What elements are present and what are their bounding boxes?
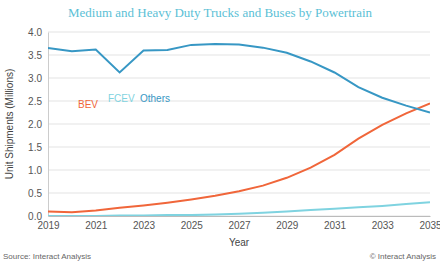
y-tick-label: 2.5 (28, 96, 42, 107)
x-tick: 2029 (276, 216, 299, 231)
source-note: Source: Interact Analysis (3, 252, 91, 261)
x-tick-label: 2027 (228, 220, 251, 231)
x-tick: 2025 (181, 216, 204, 231)
x-axis: 2019 2021 2023 2025 2027 2029 2031 2033 2035 (37, 216, 440, 231)
series-line (48, 202, 430, 216)
y-tick-label: 4.0 (28, 27, 42, 38)
grid (48, 32, 430, 216)
x-tick: 2019 (37, 216, 60, 231)
y-tick-label: 3.5 (28, 50, 42, 61)
copyright-note: © Interact Analysis (370, 252, 436, 261)
legend-entry: Others (140, 93, 170, 104)
y-tick: 4.0 (28, 27, 48, 38)
y-tick-label: 3.0 (28, 73, 42, 84)
title: Medium and Heavy Duty Trucks and Buses b… (68, 5, 373, 20)
grid-line (48, 55, 430, 56)
legend-entry: FCEV (108, 93, 135, 104)
x-tick: 2023 (133, 216, 156, 231)
y-tick: 2.0 (28, 119, 48, 130)
x-tick-label: 2025 (181, 220, 204, 231)
y-tick-label: 2.0 (28, 119, 42, 130)
x-tick: 2021 (85, 216, 108, 231)
grid-line (48, 193, 430, 194)
x-tick-label: 2019 (37, 220, 60, 231)
x-tick-label: 2029 (276, 220, 299, 231)
plot-area: 0.00.51.01.52.02.53.03.54.02019202120232… (28, 27, 440, 231)
x-tick: 2035 (419, 216, 440, 231)
x-tick-label: 2033 (372, 220, 395, 231)
y-tick: 0.5 (28, 188, 48, 199)
y-axis-line (48, 33, 49, 217)
legend: BEV FCEV Others (78, 93, 170, 110)
y-axis: 0.00.51.01.52.02.53.03.54.0 (28, 27, 48, 222)
y-tick-label: 0.5 (28, 188, 42, 199)
grid-line (48, 124, 430, 125)
y-tick: 2.5 (28, 96, 48, 107)
series-line (48, 103, 430, 212)
x-tick: 2031 (324, 216, 347, 231)
x-tick: 2033 (372, 216, 395, 231)
x-axis-line (49, 216, 431, 217)
grid-line (48, 32, 430, 33)
y-tick: 3.5 (28, 50, 48, 61)
y-tick: 1.0 (28, 165, 48, 176)
series-line (48, 44, 430, 113)
y-tick: 1.5 (28, 142, 48, 153)
legend-entry: BEV (78, 99, 98, 110)
x-tick-label: 2021 (85, 220, 108, 231)
chart: 0.00.51.01.52.02.53.03.54.02019202120232… (0, 0, 440, 264)
x-tick: 2027 (228, 216, 251, 231)
grid-line (48, 101, 430, 102)
grid-line (48, 78, 430, 79)
lines (48, 44, 430, 216)
y-tick: 3.0 (28, 73, 48, 84)
x-tick-label: 2035 (419, 220, 440, 231)
y-tick-label: 1.5 (28, 142, 42, 153)
grid-line (48, 170, 430, 171)
grid-line (48, 147, 430, 148)
y-axis-title: Unit Shipments (Millions) (4, 69, 15, 180)
y-tick-label: 1.0 (28, 165, 42, 176)
x-tick-label: 2031 (324, 220, 347, 231)
x-axis-title: Year (229, 237, 250, 248)
x-tick-label: 2023 (133, 220, 156, 231)
